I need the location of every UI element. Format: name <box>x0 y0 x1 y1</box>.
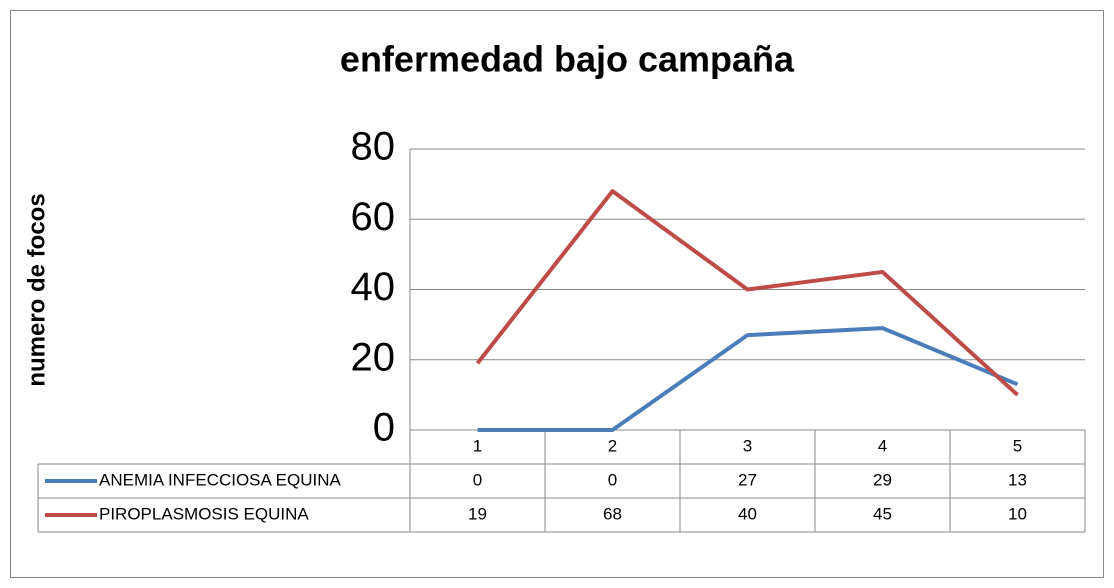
table-value: 0 <box>608 470 617 489</box>
table-value: 40 <box>738 504 757 523</box>
table-value: 45 <box>873 504 892 523</box>
table-value: 13 <box>1008 470 1027 489</box>
table-value: 10 <box>1008 504 1027 523</box>
legend-label: PIROPLASMOSIS EQUINA <box>99 504 309 523</box>
y-tick-label: 40 <box>351 265 396 309</box>
x-tick-label: 3 <box>743 436 752 455</box>
series-line <box>475 189 1019 397</box>
series-line <box>477 326 1019 432</box>
x-tick-label: 5 <box>1013 436 1022 455</box>
table-value: 27 <box>738 470 757 489</box>
chart-title: enfermedad bajo campaña <box>340 39 795 80</box>
table-value: 29 <box>873 470 892 489</box>
y-tick-label: 20 <box>351 335 396 379</box>
y-tick-label: 80 <box>351 125 396 169</box>
table-value: 68 <box>603 504 622 523</box>
x-tick-label: 1 <box>473 436 482 455</box>
x-tick-label: 2 <box>608 436 617 455</box>
x-tick-label: 4 <box>878 436 887 455</box>
legend-label: ANEMIA INFECCIOSA EQUINA <box>99 470 341 489</box>
y-axis-label: numero de focos <box>23 193 50 386</box>
y-tick-label: 60 <box>351 195 396 239</box>
y-tick-label: 0 <box>373 406 395 450</box>
table-value: 0 <box>473 470 482 489</box>
table-value: 19 <box>468 504 487 523</box>
chart-border <box>10 10 1104 578</box>
